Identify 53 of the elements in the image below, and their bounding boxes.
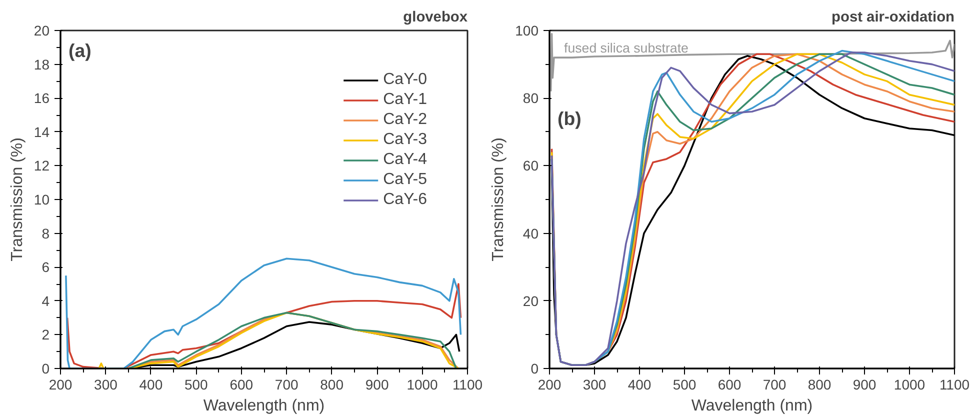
legend-label: CaY-4 [383,151,427,169]
x-tick-label: 900 [852,376,876,392]
x-tick-label: 200 [48,376,72,392]
y-tick-label: 4 [42,292,50,309]
chart-title: post air-oxidation [832,10,955,26]
x-tick-label: 400 [139,376,163,392]
y-tick-label: 14 [34,124,50,140]
x-tick-label: 700 [762,376,786,392]
y-tick-label: 0 [530,360,539,376]
series-label: fused silica substrate [564,40,688,56]
x-tick-label: 600 [718,376,742,392]
y-tick-label: 16 [34,90,50,106]
annotation: (b) [558,108,582,129]
y-tick-label: 2 [42,326,50,343]
x-tick-label: 1000 [894,376,926,392]
y-tick-label: 40 [522,225,539,242]
y-tick-label: 100 [515,22,539,38]
y-tick-label: 8 [42,225,50,242]
x-tick-label: 700 [274,376,299,392]
x-tick-label: 400 [628,376,652,392]
y-tick-label: 10 [34,192,50,208]
y-tick-label: 12 [34,158,50,174]
x-tick-label: 600 [230,376,254,392]
x-tick-label: 900 [365,376,389,392]
legend-label: CaY-5 [383,171,427,189]
y-tick-label: 80 [522,90,539,106]
legend-label: CaY-6 [383,191,427,209]
y-tick-label: 20 [522,292,539,309]
x-tick-label: 800 [808,376,832,392]
x-tick-label: 500 [184,376,208,392]
x-axis-title: Wavelength (nm) [691,398,813,414]
y-axis-title: Transmission (%) [490,138,508,262]
x-tick-label: 300 [94,376,118,392]
x-tick-label: 1100 [939,376,970,392]
x-tick-label: 1000 [406,376,438,392]
y-tick-label: 18 [34,56,50,72]
legend-label: CaY-0 [383,71,427,89]
x-tick-label: 300 [582,376,606,392]
legend-label: CaY-1 [383,91,427,109]
x-axis-title: Wavelength (nm) [203,398,325,414]
legend-label: CaY-2 [383,111,427,129]
chart-title: glovebox [403,10,468,26]
legend-label: CaY-3 [383,131,427,149]
y-axis-title: Transmission (%) [8,138,26,262]
y-tick-label: 20 [34,22,50,38]
x-tick-label: 800 [320,376,344,392]
y-tick-label: 60 [522,158,539,174]
y-tick-label: 6 [42,259,50,276]
y-tick-label: 0 [42,360,50,376]
x-tick-label: 1100 [452,376,483,392]
x-tick-label: 200 [538,376,562,392]
x-tick-label: 500 [672,376,696,392]
annotation: (a) [68,40,92,61]
